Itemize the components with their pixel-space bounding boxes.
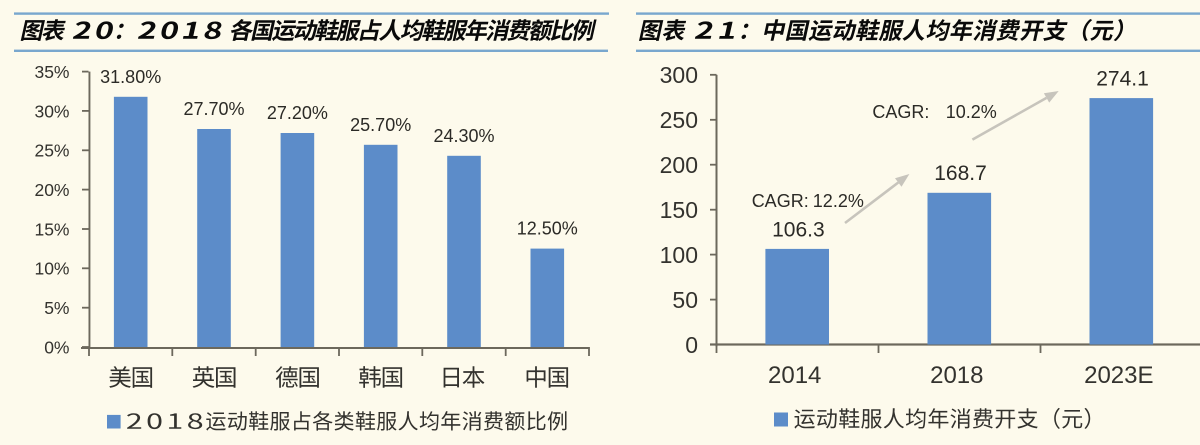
svg-text:2014: 2014: [768, 362, 821, 389]
svg-text:0: 0: [685, 332, 698, 358]
svg-text:200: 200: [660, 152, 698, 178]
svg-text:CAGR:: CAGR:: [752, 191, 809, 211]
svg-text:2018: 2018: [930, 362, 983, 389]
svg-text:35%: 35%: [34, 62, 69, 82]
svg-text:106.3: 106.3: [772, 218, 825, 241]
svg-text:100: 100: [660, 242, 698, 268]
svg-text:2023E: 2023E: [1084, 362, 1153, 389]
svg-text:CAGR:: CAGR:: [872, 102, 929, 122]
svg-text:27.70%: 27.70%: [183, 99, 244, 119]
svg-text:150: 150: [660, 197, 698, 223]
svg-text:168.7: 168.7: [934, 162, 987, 185]
svg-text:24.30%: 24.30%: [433, 126, 494, 146]
svg-text:5%: 5%: [44, 298, 69, 318]
svg-text:0%: 0%: [44, 337, 69, 357]
svg-text:27.20%: 27.20%: [267, 103, 328, 123]
svg-text:50: 50: [672, 287, 698, 313]
svg-text:10.2%: 10.2%: [946, 102, 997, 122]
svg-text:12.50%: 12.50%: [517, 219, 578, 239]
svg-text:12.2%: 12.2%: [813, 191, 864, 211]
svg-text:10%: 10%: [34, 259, 69, 279]
svg-text:20%: 20%: [34, 180, 69, 200]
svg-text:25%: 25%: [34, 141, 69, 161]
svg-text:300: 300: [660, 62, 698, 88]
svg-text:15%: 15%: [34, 219, 69, 239]
svg-text:274.1: 274.1: [1096, 67, 1149, 90]
svg-text:25.70%: 25.70%: [350, 115, 411, 135]
svg-text:30%: 30%: [34, 101, 69, 121]
svg-text:250: 250: [660, 107, 698, 133]
svg-text:31.80%: 31.80%: [100, 67, 161, 87]
